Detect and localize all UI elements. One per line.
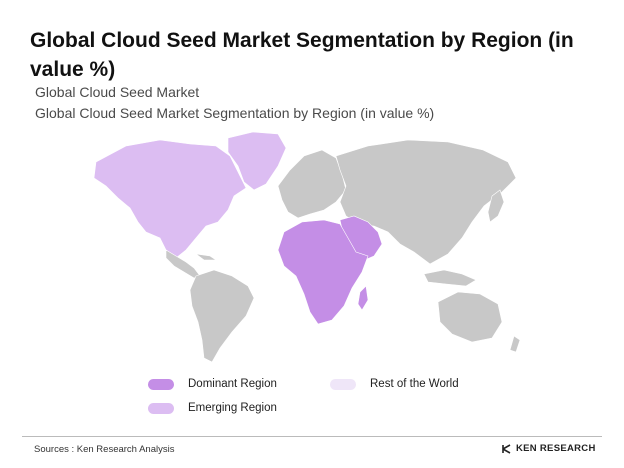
region-north-america	[93, 139, 247, 259]
source-note: Sources : Ken Research Analysis	[34, 444, 175, 455]
legend-dominant-swatch	[148, 378, 174, 390]
region-japan	[487, 189, 505, 223]
region-australia	[437, 291, 503, 343]
page-title: Global Cloud Seed Market Segmentation by…	[30, 29, 574, 81]
region-new-zealand	[509, 335, 521, 353]
legend-emerging-region: Emerging Region	[148, 402, 277, 414]
brand-logo: KEN RESEARCH	[502, 443, 596, 454]
world-map	[93, 131, 521, 363]
footer-divider	[22, 436, 602, 437]
legend-rest-swatch	[330, 378, 356, 390]
subtitle-segmentation: Global Cloud Seed Market Segmentation by…	[35, 105, 435, 121]
legend-rest-of-world: Rest of the World	[330, 378, 459, 390]
brand-name: KEN RESEARCH	[516, 443, 596, 454]
region-greenland	[227, 131, 287, 191]
legend-dominant-label: Dominant Region	[188, 378, 277, 390]
region-africa	[277, 219, 369, 325]
subtitle-market: Global Cloud Seed Market	[35, 84, 200, 100]
region-southeast-asia	[423, 269, 477, 287]
legend-rest-label: Rest of the World	[370, 378, 459, 390]
legend-emerging-swatch	[148, 402, 174, 414]
legend-emerging-label: Emerging Region	[188, 402, 277, 414]
ken-research-logo-icon	[502, 443, 511, 454]
region-south-america	[189, 269, 255, 363]
legend-dominant-region: Dominant Region	[148, 378, 277, 390]
region-asia	[335, 139, 517, 265]
region-madagascar	[357, 285, 369, 311]
region-europe	[277, 149, 347, 219]
region-caribbean	[195, 253, 217, 261]
region-central-america	[165, 249, 201, 279]
